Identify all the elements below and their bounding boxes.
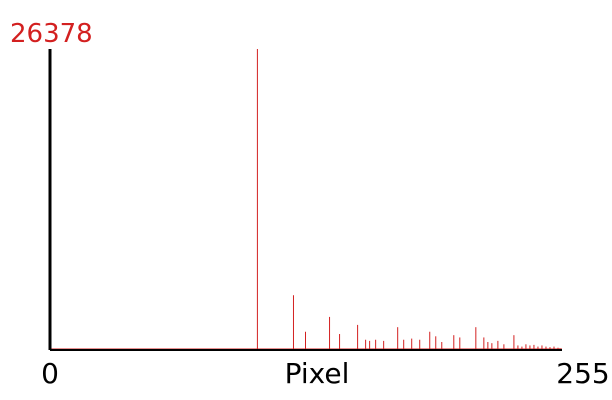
x-tick-label-max: 255 — [556, 357, 609, 390]
x-axis-label: Pixel — [285, 357, 350, 390]
y-max-label: 26378 — [10, 19, 93, 49]
bars-group — [51, 49, 562, 350]
x-tick-label-min: 0 — [41, 357, 59, 390]
